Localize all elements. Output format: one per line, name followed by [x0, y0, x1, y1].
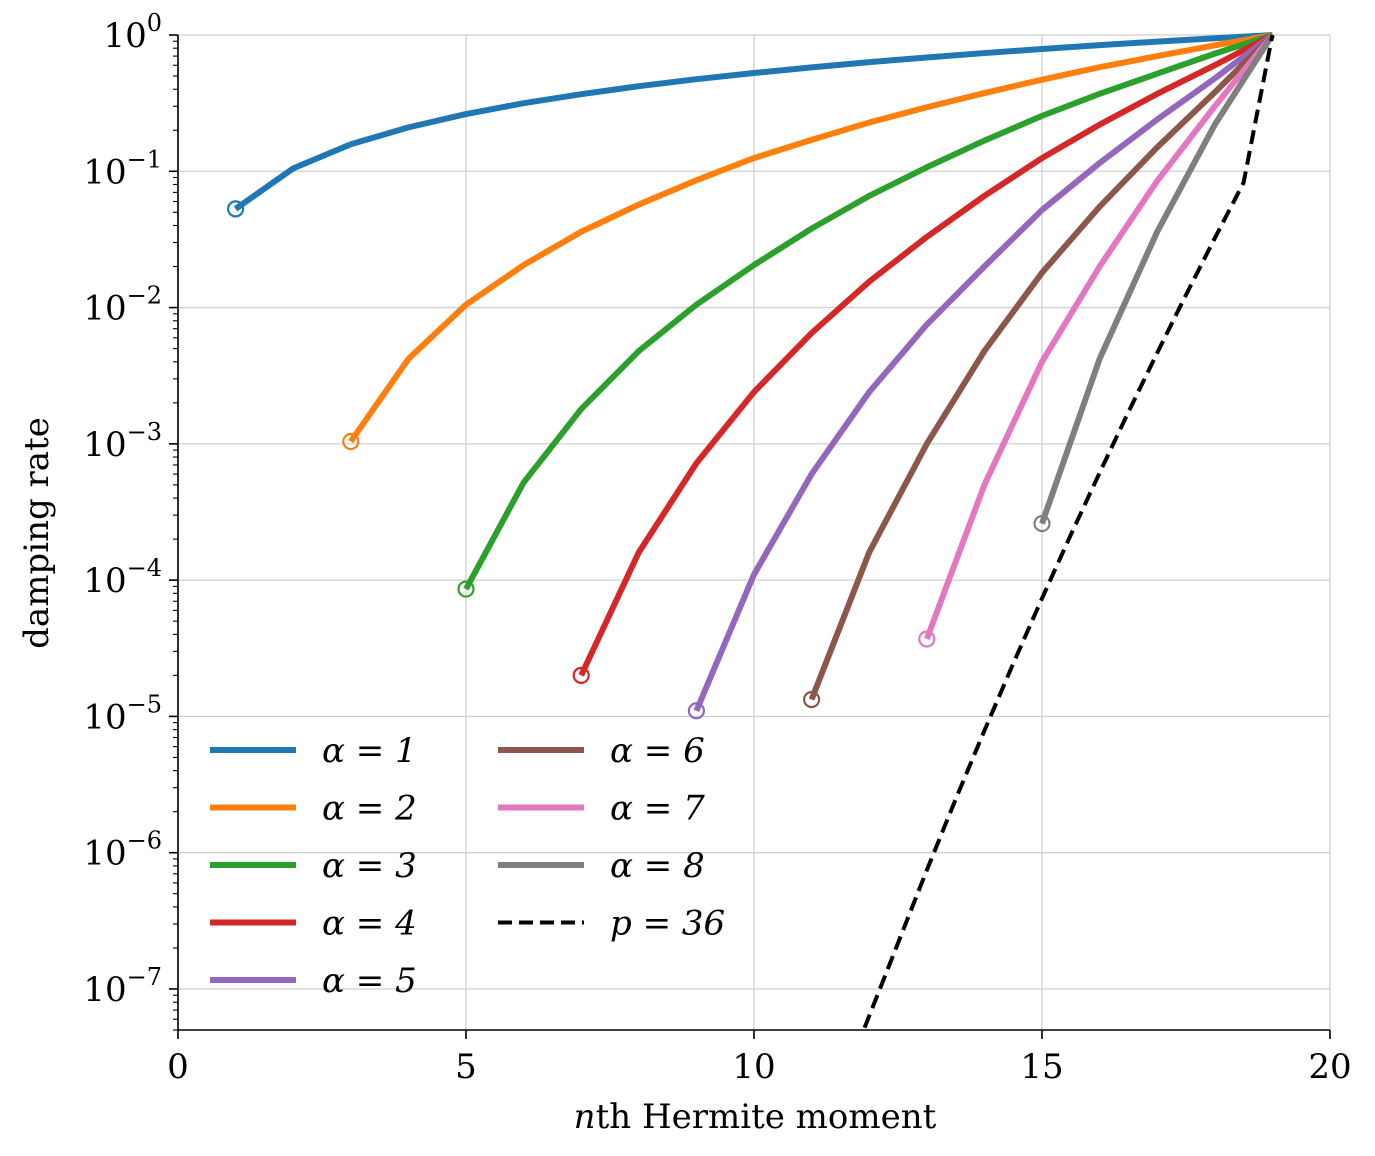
x-tick-label: 5: [455, 1047, 477, 1087]
series-line-9: [862, 34, 1275, 1029]
legend-label-6: α = 6: [610, 731, 705, 771]
legend: α = 1 α = 2 α = 3 α = 4 α = 5 α = 6 α = 7 α = 8…: [210, 731, 725, 1001]
y-tick-label: 10−5: [83, 690, 162, 737]
y-tick-exponent: −5: [127, 690, 162, 718]
legend-label-8: α = 8: [610, 846, 705, 886]
series-line-2: [348, 32, 1273, 444]
y-tick-exponent: −6: [127, 827, 162, 855]
y-tick-exponent: −1: [127, 145, 162, 173]
y-tick-base: 10: [83, 561, 126, 601]
series-line-6: [808, 32, 1275, 701]
y-tick-label: 100: [103, 9, 162, 56]
series-start-marker-3: [457, 580, 475, 598]
y-tick-base: 10: [103, 16, 146, 56]
y-tick-exponent: −7: [127, 963, 162, 991]
series-start-marker-1: [227, 200, 245, 218]
legend-label-2: α = 2: [322, 789, 417, 829]
y-tick-base: 10: [83, 152, 126, 192]
y-tick-exponent: −2: [127, 282, 162, 310]
series-start-marker-7: [918, 630, 936, 648]
series-start-marker-4: [572, 666, 590, 684]
y-axis-label: damping rate: [17, 417, 57, 649]
y-tick-label: 10−2: [83, 282, 162, 329]
series-line-3: [463, 32, 1274, 591]
legend-label-5: α = 5: [322, 961, 417, 1001]
y-tick-label: 10−7: [83, 963, 162, 1010]
y-tick-label: 10−6: [83, 827, 162, 874]
series-line-7: [923, 33, 1275, 641]
series-start-marker-8: [1033, 514, 1051, 533]
plot-area: [227, 32, 1275, 1029]
y-tick-base: 10: [83, 697, 126, 737]
y-tick-exponent: −3: [127, 418, 162, 446]
x-tick-label: 20: [1308, 1047, 1351, 1087]
series-line-4: [578, 32, 1274, 677]
legend-label-9: p = 36: [610, 904, 725, 944]
y-tick-base: 10: [83, 834, 126, 874]
series-line-5: [693, 32, 1275, 712]
x-axis-label-rest: th Hermite moment: [596, 1097, 937, 1137]
y-tick-base: 10: [83, 970, 126, 1010]
legend-label-1: α = 1: [322, 731, 417, 771]
grid: [177, 34, 1331, 1030]
series-line-1: [233, 32, 1273, 212]
x-tick-label: 10: [732, 1047, 775, 1087]
y-tick-label: 10−4: [83, 554, 162, 601]
series-line-8: [1039, 33, 1275, 525]
y-tick-base: 10: [83, 425, 126, 465]
x-tick-label: 0: [167, 1047, 189, 1087]
x-axis-label-italic: n: [574, 1097, 596, 1137]
legend-label-4: α = 4: [322, 904, 417, 944]
x-tick-label: 15: [1020, 1047, 1063, 1087]
legend-label-7: α = 7: [610, 789, 705, 829]
x-axis-label: nth Hermite moment: [574, 1097, 937, 1137]
y-tick-label: 10−1: [83, 145, 162, 192]
y-tick-exponent: 0: [147, 9, 162, 37]
series-start-marker-2: [342, 432, 360, 451]
series-start-marker-5: [687, 702, 706, 720]
series-start-marker-6: [802, 690, 821, 709]
y-tick-exponent: −4: [127, 554, 162, 582]
legend-label-3: α = 3: [322, 846, 417, 886]
y-tick-base: 10: [83, 289, 126, 329]
y-tick-label: 10−3: [83, 418, 162, 465]
